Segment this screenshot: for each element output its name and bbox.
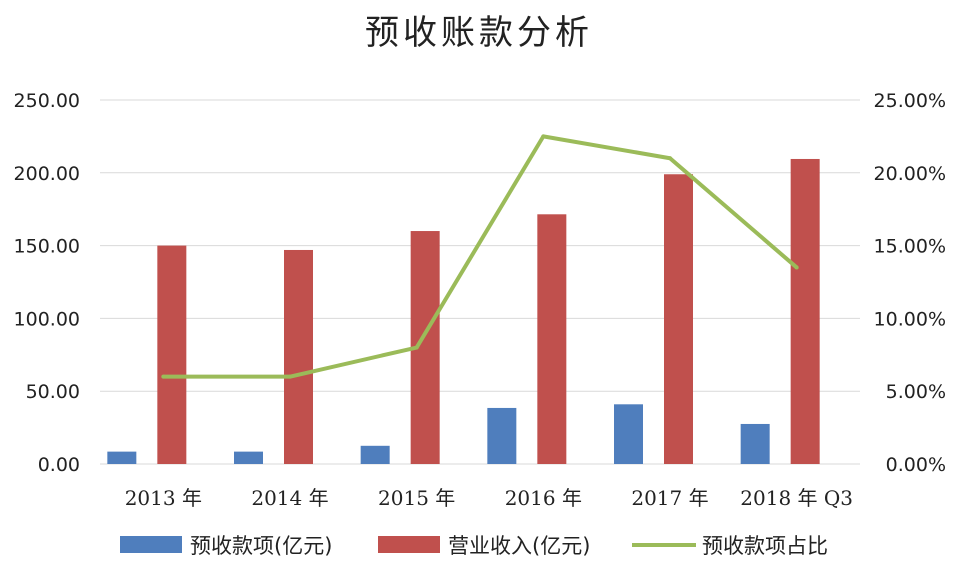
ratio-point [668,156,672,161]
left-tick-label: 50.00 [26,381,80,403]
bar-advance-receipts [360,445,390,464]
ratio-point [541,134,546,139]
ratio-point [288,374,292,379]
bar-revenue [537,214,567,464]
bar-advance-receipts [487,407,517,464]
bar-revenue [284,249,313,464]
bar-revenue [790,158,820,464]
gridlines [100,99,860,465]
legend-swatch [120,536,182,553]
x-tick-label: 2013 年 [125,486,202,510]
left-tick-label: 200.00 [14,163,80,185]
bar-advance-receipts [614,404,643,464]
right-tick-label: 0.00% [886,454,946,476]
x-tick-label: 2014 年 [251,486,328,510]
ratio-point [794,265,799,270]
left-tick-label: 0.00 [38,454,80,476]
ratio-point [161,374,166,379]
x-tick-label: 2017 年 [631,486,708,510]
ratio-point [414,345,419,350]
right-tick-label: 15.00% [874,236,946,258]
legend-label: 营业收入(亿元) [448,534,590,558]
left-tick-label: 100.00 [14,308,80,330]
x-tick-label: 2016 年 [505,486,582,510]
ratio-line-path [163,134,798,379]
legend: 预收款项(亿元) 营业收入(亿元) 预收款项占比 [120,534,828,558]
right-axis-ticks: 0.00% 5.00% 10.00% 15.00% 20.00% 25.00% [874,90,946,476]
bar-revenue [664,174,693,465]
right-tick-label: 25.00% [874,90,946,112]
x-tick-label: 2015 年 [378,486,455,510]
right-tick-label: 20.00% [874,163,946,185]
bar-advance-receipts [740,423,770,464]
bar-advance-receipts [234,451,263,464]
left-tick-label: 150.00 [14,236,80,258]
x-axis-ticks: 2013 年 2014 年 2015 年 2016 年 2017 年 2018 年 Q3 [125,486,853,510]
bar-advance-receipts [107,451,137,464]
ratio-line [161,134,799,379]
chart-title: 预收账款分析 [365,13,593,53]
x-tick-label: 2018 年 Q3 [740,486,853,510]
legend-label: 预收款项(亿元) [190,534,332,558]
legend-label: 预收款项占比 [702,534,828,558]
bar-revenue [157,245,187,464]
left-tick-label: 250.00 [14,90,80,112]
legend-swatch [378,536,440,553]
bars [107,158,820,465]
left-axis-ticks: 0.00 50.00 100.00 150.00 200.00 250.00 [14,90,80,476]
right-tick-label: 10.00% [874,308,946,330]
right-tick-label: 5.00% [886,381,946,403]
